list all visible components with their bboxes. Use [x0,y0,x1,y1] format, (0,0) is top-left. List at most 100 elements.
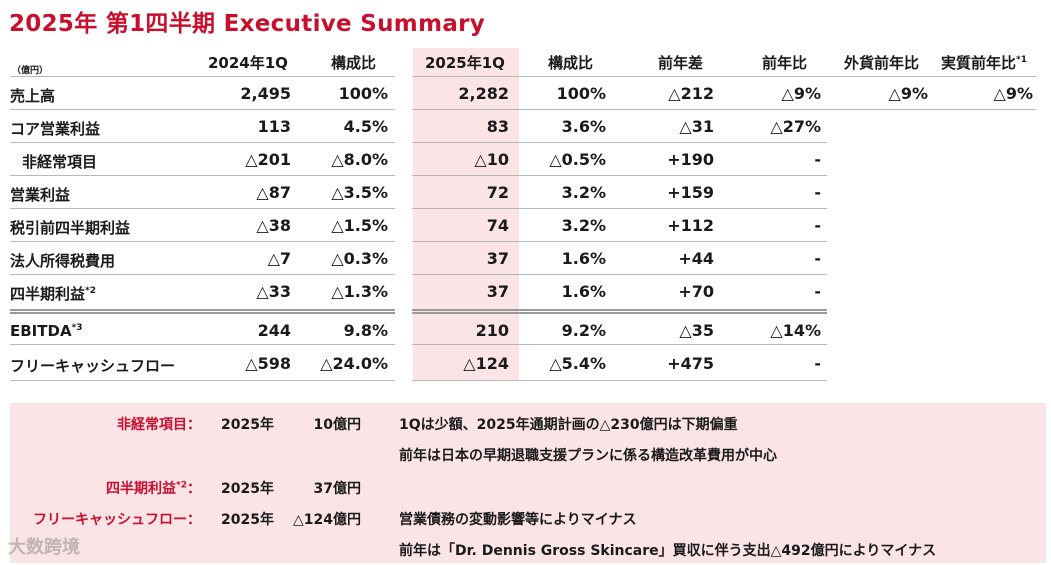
table-cell: △87 [256,183,291,202]
table-cell: - [814,249,821,268]
table-cell: - [814,216,821,235]
row-divider [412,380,827,381]
header-real-yoy: 実質前年比*1 [941,52,1027,73]
table-cell: △1.3% [331,282,388,301]
table-cell: 210 [475,321,509,340]
table-cell: 9.2% [561,321,606,340]
row-label-sup: *2 [85,286,96,296]
table-cell: +475 [667,354,714,373]
table-cell: 72 [486,183,509,202]
row-label: 売上高 [10,85,55,106]
row-divider [412,208,827,209]
note-label-fcf: フリーキャッシュフロー： [33,512,201,528]
note-label-quarterly-profit-sup: *2 [176,480,187,491]
row-divider [412,274,827,275]
row-label: フリーキャッシュフロー [10,355,175,376]
header-rule-left [10,76,395,77]
note-year-fcf: 2025年 [221,512,274,528]
row-label-text: 非経常項目 [22,153,98,171]
table-cell: △8.0% [331,150,388,169]
table-cell: △24.0% [320,354,388,373]
table-cell: +70 [678,282,714,301]
row-divider [10,142,395,143]
table-cell: - [814,282,821,301]
table-cell: 37 [486,249,509,268]
row-label-sup: *3 [71,323,83,333]
table-cell: 37 [486,282,509,301]
header-yoy-ratio: 前年比 [762,54,808,72]
note-year-quarterly-profit: 2025年 [221,481,274,497]
note-label-nonrecurring: 非経常項目： [117,417,201,433]
table-cell: 3.2% [561,183,606,202]
table-cell: △0.5% [549,150,606,169]
header-fx-yoy: 外貨前年比 [844,54,920,72]
table-cell: △33 [256,282,291,301]
table-cell: △14% [770,321,821,340]
row-divider [412,344,827,345]
row-label-text: 営業利益 [10,186,71,204]
table-cell: △9% [993,84,1033,103]
row-label: 非経常項目 [22,151,97,172]
table-cell: 74 [486,216,509,235]
note-year-nonrecurring: 2025年 [221,417,274,433]
table-cell: 4.5% [343,117,388,136]
row-label: コア営業利益 [10,118,100,139]
table-cell: 100% [338,84,388,103]
double-rule [10,309,395,314]
row-label: EBITDA*3 [10,322,83,340]
header-ratio-2025: 構成比 [548,54,594,72]
table-cell: +159 [667,183,714,202]
table-cell: +44 [678,249,714,268]
row-label-text: 四半期利益 [10,285,86,303]
unit-label: （億円） [12,66,49,76]
table-cell: 3.2% [561,216,606,235]
table-cell: △212 [668,84,714,103]
row-divider [10,344,395,345]
header-real-yoy-text: 実質前年比 [941,54,1017,72]
table-cell: - [814,183,821,202]
table-cell: △7 [267,249,291,268]
table-cell: 1.6% [561,249,606,268]
table-cell: △27% [770,117,821,136]
row-divider [10,208,395,209]
header-yoy-diff: 前年差 [658,54,704,72]
current-quarter-highlight [413,48,519,380]
table-cell: △35 [679,321,714,340]
note-amount-fcf: △124億円 [293,512,361,528]
table-cell: △10 [474,150,509,169]
row-divider [412,142,827,143]
table-cell: 1.6% [561,282,606,301]
row-divider [412,109,1036,110]
table-cell: 100% [556,84,606,103]
table-cell: △1.5% [331,216,388,235]
row-label-text: 法人所得税費用 [10,252,116,270]
row-divider [10,175,395,176]
row-label-text: 税引前四半期利益 [10,219,131,237]
table-cell: △201 [245,150,291,169]
row-label-text: コア営業利益 [10,120,101,138]
header-2025-1q: 2025年1Q [425,54,505,72]
row-label-text: フリーキャッシュフロー [10,357,176,375]
table-cell: △598 [245,354,291,373]
row-divider [10,274,395,275]
table-cell: △3.5% [331,183,388,202]
row-divider [412,241,827,242]
header-rule-right [412,76,1036,77]
note-amount-nonrecurring: 10億円 [313,417,361,433]
row-label: 法人所得税費用 [10,250,115,271]
row-label-text: EBITDA [10,322,72,340]
row-divider [10,380,395,381]
table-cell: △9% [781,84,821,103]
header-ratio-2024: 構成比 [331,54,377,72]
row-label: 四半期利益*2 [10,283,96,304]
table-cell: △9% [888,84,928,103]
table-cell: +190 [667,150,714,169]
row-divider [10,241,395,242]
page-title: 2025年 第1四半期 Executive Summary [9,11,486,37]
note-text-nonrecurring-1: 1Qは少額、2025年通期計画の△230億円は下期偏重 [399,417,738,433]
table-cell: +112 [667,216,714,235]
note-label-quarterly-profit-text: 四半期利益 [106,481,177,497]
row-label: 営業利益 [10,184,70,205]
double-rule [412,309,827,314]
header-real-yoy-sup: *1 [1016,55,1027,65]
